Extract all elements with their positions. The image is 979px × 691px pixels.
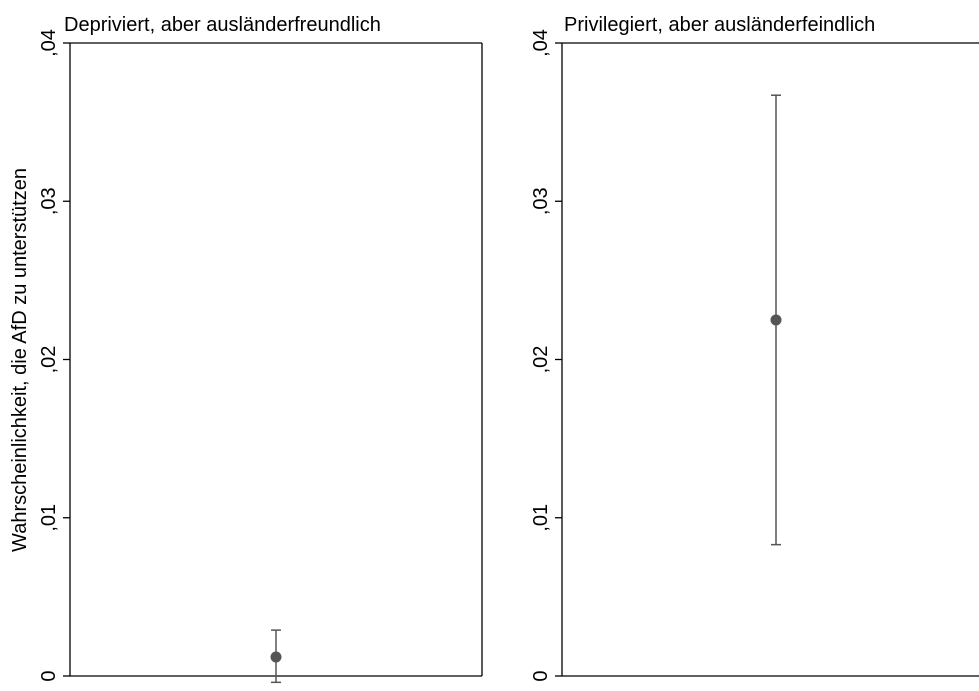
y-tick-label-panel-1-3: ,03 xyxy=(38,187,60,215)
y-tick-label-panel-2-4: ,04 xyxy=(530,29,552,57)
y-tick-label-panel-2-1: ,01 xyxy=(530,504,552,532)
y-tick-label-panel-2-2: ,02 xyxy=(530,346,552,374)
y-tick-label-panel-2-0: 0 xyxy=(530,670,552,681)
estimate-point-panel-1 xyxy=(270,651,282,663)
y-tick-label-panel-1-0: 0 xyxy=(38,670,60,681)
y-tick-label-panel-1-1: ,01 xyxy=(38,504,60,532)
y-tick-label-panel-1-2: ,02 xyxy=(38,346,60,374)
estimate-point-panel-2 xyxy=(770,314,782,326)
panel-title-1: Depriviert, aber ausländerfreundlich xyxy=(64,14,381,36)
y-tick-label-panel-1-4: ,04 xyxy=(38,29,60,57)
panel-title-2: Privilegiert, aber ausländerfeindlich xyxy=(564,14,875,36)
y-axis-title: Wahrscheinlichkeit, die AfD zu unterstüt… xyxy=(9,168,31,552)
y-tick-label-panel-2-3: ,03 xyxy=(530,187,552,215)
